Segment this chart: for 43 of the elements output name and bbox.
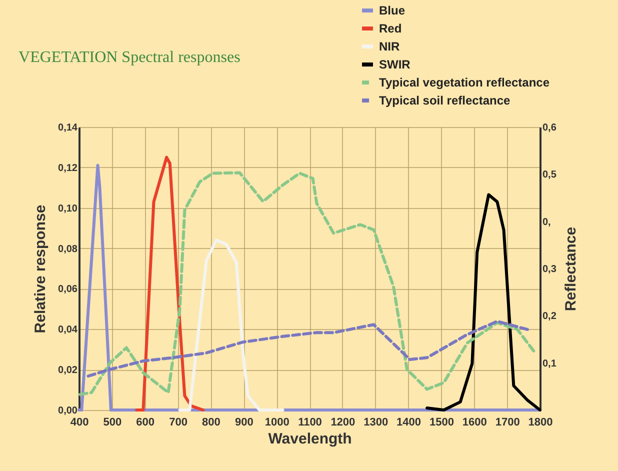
x-tick-label: 500 [103, 416, 122, 428]
x-tick-label: 1800 [528, 416, 553, 428]
y-tick-label: 0,02 [58, 365, 78, 376]
x-tick-label: 1300 [364, 416, 388, 428]
line-series [178, 238, 284, 412]
y2-tick-label: 0,5 [542, 170, 557, 181]
y-tick-label: 0,08 [58, 244, 78, 255]
line-series [135, 156, 205, 412]
y-axis-title: Relative response [32, 204, 50, 334]
x-axis-title: Wavelength [268, 430, 352, 448]
line-series [86, 320, 532, 378]
x-tick-label: 400 [70, 416, 89, 428]
x-tick-label: 1400 [396, 416, 422, 428]
y2-tick-label: 0, [542, 216, 552, 228]
y-tick-label: 0,14 [58, 122, 78, 134]
y-tick-label: 0,00 [58, 406, 78, 416]
chart-title: VEGETATION Spectral responses [18, 49, 240, 66]
y2-axis-title: Reflectance [562, 226, 580, 312]
y-tick-label: 0,06 [58, 284, 78, 296]
legend-label: Typical vegetation reflectance [379, 76, 550, 90]
legend-label: NIR [379, 40, 400, 54]
y2-tick-label: 0,2 [542, 311, 557, 322]
x-tick-label: 700 [169, 416, 188, 428]
x-tick-label: 1000 [264, 416, 290, 428]
x-tick-label: 800 [202, 416, 220, 428]
y-tick-label: 0,10 [58, 203, 78, 214]
y2-tick-label: 0,3 [542, 264, 557, 275]
legend-label: Typical soil reflectance [379, 94, 510, 108]
x-tick-label: 1500 [429, 416, 454, 428]
y2-tick-label: 0,1 [542, 358, 557, 370]
x-tick-label: 900 [234, 416, 254, 428]
legend-label: Red [379, 22, 402, 36]
x-tick-label: 1600 [462, 416, 487, 428]
y2-tick-label: 0,6 [542, 122, 557, 134]
x-tick-label: 1100 [298, 416, 322, 428]
x-tick-label: 1200 [330, 416, 356, 428]
line-series [426, 193, 542, 412]
y-tick-label: 0,12 [58, 162, 78, 174]
x-tick-label: 600 [136, 416, 155, 428]
legend-label: SWIR [379, 58, 411, 72]
y-tick-label: 0,04 [58, 324, 78, 336]
legend-label: Blue [379, 4, 406, 18]
x-tick-label: 1700 [495, 416, 520, 428]
